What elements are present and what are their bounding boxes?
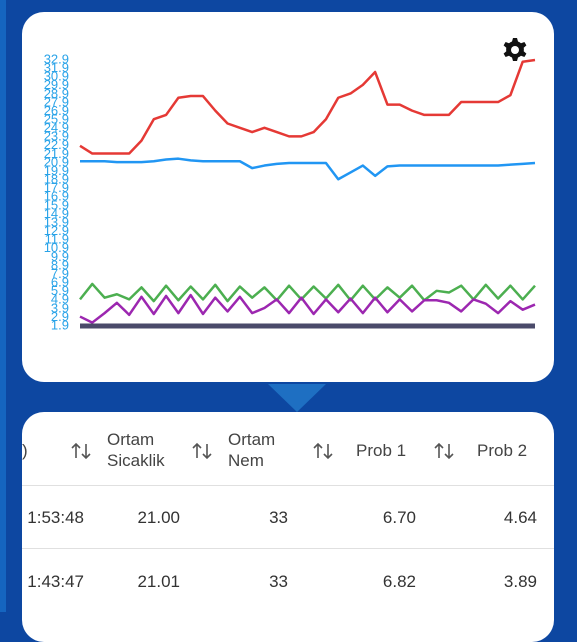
sort-icon[interactable] — [191, 440, 213, 462]
series-line — [80, 157, 536, 181]
table-card: ) Ortam Sicaklik Ortam Nem Prob 1 Prob 2… — [22, 412, 554, 642]
y-tick-label: 17.9 — [44, 180, 69, 195]
background — [0, 0, 326, 612]
settings-icon[interactable] — [503, 38, 527, 61]
chart-card — [22, 12, 554, 382]
y-tick-label: 3.9 — [51, 300, 69, 315]
cell: 1:53:48 — [27, 508, 84, 527]
cell: 21.01 — [137, 572, 180, 591]
cell: 33 — [269, 572, 288, 591]
cell: 33 — [269, 508, 288, 527]
series-line — [79, 293, 536, 324]
y-tick-label: 2.9 — [51, 309, 69, 324]
sort-icon[interactable] — [312, 440, 334, 462]
y-tick-label: 26.9 — [44, 103, 69, 118]
column-header[interactable]: Ortam Nem — [228, 430, 276, 470]
y-tick-label: 5.9 — [51, 283, 69, 298]
y-tick-label: 32.9 — [44, 51, 69, 66]
cell: 1:43:47 — [27, 572, 84, 591]
y-tick-label: 20.9 — [44, 154, 69, 169]
y-tick-label: 9.9 — [51, 249, 69, 264]
y-tick-label: 14.9 — [44, 206, 69, 221]
y-tick-label: 16.9 — [44, 189, 69, 204]
edge — [0, 0, 6, 612]
y-tick-label: 4.9 — [51, 292, 69, 307]
y-tick-label: 19.9 — [44, 163, 69, 178]
y-tick-label: 10.9 — [44, 240, 69, 255]
y-tick-label: 6.9 — [51, 275, 69, 290]
sort-icon[interactable] — [433, 440, 455, 462]
cell: 4.64 — [503, 508, 537, 527]
y-tick-label: 25.9 — [44, 112, 69, 127]
y-tick-label: 12.9 — [44, 223, 69, 238]
cell: 6.82 — [382, 572, 416, 591]
divider — [22, 548, 554, 549]
y-tick-label: 8.9 — [51, 257, 69, 272]
y-tick-label: 29.9 — [44, 77, 69, 92]
column-header[interactable]: Ortam Sicaklik — [107, 430, 165, 470]
series-line — [79, 58, 536, 155]
column-header[interactable]: ) — [22, 441, 28, 460]
column-header[interactable]: Prob 2 — [477, 441, 528, 460]
y-tick-label: 30.9 — [44, 69, 69, 84]
y-tick-label: 7.9 — [51, 266, 69, 281]
divider — [22, 485, 554, 486]
screen: 1.9 2.9 3.9 4.9 5.9 6.9 7.9 8.9 9.9 10.9 11.9 12.9 1… — [0, 0, 554, 642]
chart: 1.92.93.94.95.96.97.98.99.910.911.912.91… — [44, 38, 536, 332]
y-tick-label: 21.9 — [44, 146, 69, 161]
column-header[interactable]: Prob 1 — [356, 441, 407, 460]
y-tick-label: 15.9 — [44, 197, 69, 212]
y-tick-label: 11.9 — [45, 232, 69, 247]
y-tick-label: 13.9 — [44, 214, 69, 229]
cell: 21.00 — [137, 508, 180, 527]
y-tick-label: 22.9 — [44, 137, 69, 152]
y-tick-label: 28.9 — [44, 86, 69, 101]
y-tick-label: 31.9 — [44, 60, 69, 75]
y-tick-label: 27.9 — [44, 94, 69, 109]
pointer — [268, 384, 326, 412]
y-tick-label: 24.9 — [44, 120, 69, 135]
y-tick-label: 18.9 — [44, 172, 69, 187]
series-line — [79, 282, 536, 303]
y-tick-label: 1.9 — [51, 317, 69, 332]
y-tick-label: 23.9 — [44, 129, 69, 144]
sort-icon[interactable] — [70, 440, 92, 462]
cell: 3.89 — [503, 572, 537, 591]
cell: 6.70 — [382, 508, 416, 527]
